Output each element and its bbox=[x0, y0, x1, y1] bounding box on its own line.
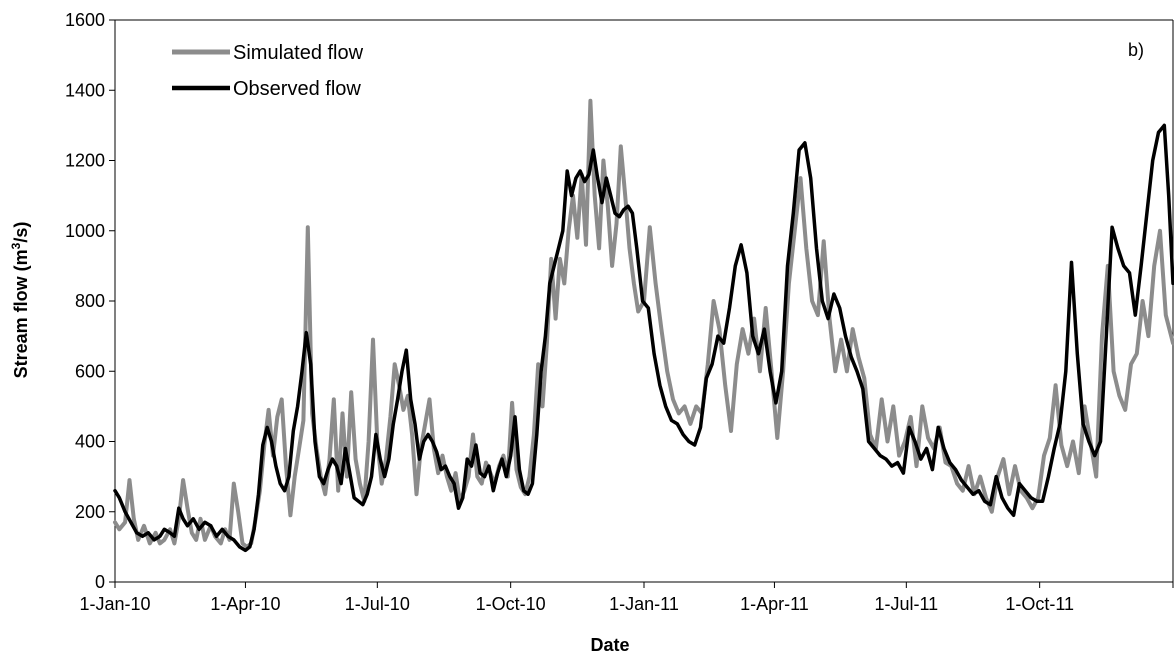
legend-label-observed-flow: Observed flow bbox=[233, 78, 361, 100]
y-axis-title-tail: /s) bbox=[11, 222, 31, 243]
x-tick-label: 1-Apr-10 bbox=[210, 594, 280, 614]
y-tick-label: 1000 bbox=[65, 221, 105, 241]
x-tick-label: 1-Jan-11 bbox=[609, 594, 679, 614]
x-tick-label: 1-Jul-10 bbox=[345, 594, 410, 614]
series-line-observed-flow bbox=[113, 123, 1174, 553]
series-layer bbox=[113, 98, 1174, 553]
y-tick-label: 800 bbox=[75, 291, 105, 311]
legend: Simulated flow Observed flow bbox=[172, 42, 364, 100]
x-tick-label: 1-Oct-10 bbox=[476, 594, 546, 614]
x-tick-label: 1-Oct-11 bbox=[1005, 594, 1074, 614]
y-axis-title-superscript: 3 bbox=[9, 242, 23, 249]
y-tick-label: 1200 bbox=[65, 151, 105, 171]
y-axis-title: Stream flow (m3/s) bbox=[9, 222, 31, 379]
y-axis-title-main: Stream flow (m bbox=[11, 249, 31, 378]
y-tick-label: 400 bbox=[75, 432, 105, 452]
axes-layer: 0 200 400 600 800 1000 1200 1400 1600 1-Jan-10 1-A… bbox=[65, 10, 1174, 614]
x-tick-label: 1-Jan-10 bbox=[79, 594, 150, 614]
x-axis-title: Date bbox=[590, 635, 629, 655]
y-tick-label: 0 bbox=[95, 572, 105, 592]
panel-label: b) bbox=[1128, 40, 1144, 60]
y-tick-label: 1600 bbox=[65, 10, 105, 30]
x-tick-label: 1-Jul-11 bbox=[874, 594, 938, 614]
legend-label-simulated-flow: Simulated flow bbox=[233, 42, 364, 64]
series-line-simulated-flow bbox=[113, 98, 1174, 549]
y-tick-label: 1400 bbox=[65, 80, 105, 100]
x-tick-label: 1-Apr-11 bbox=[740, 594, 809, 614]
y-tick-label: 600 bbox=[75, 361, 105, 381]
y-tick-label: 200 bbox=[75, 502, 105, 522]
